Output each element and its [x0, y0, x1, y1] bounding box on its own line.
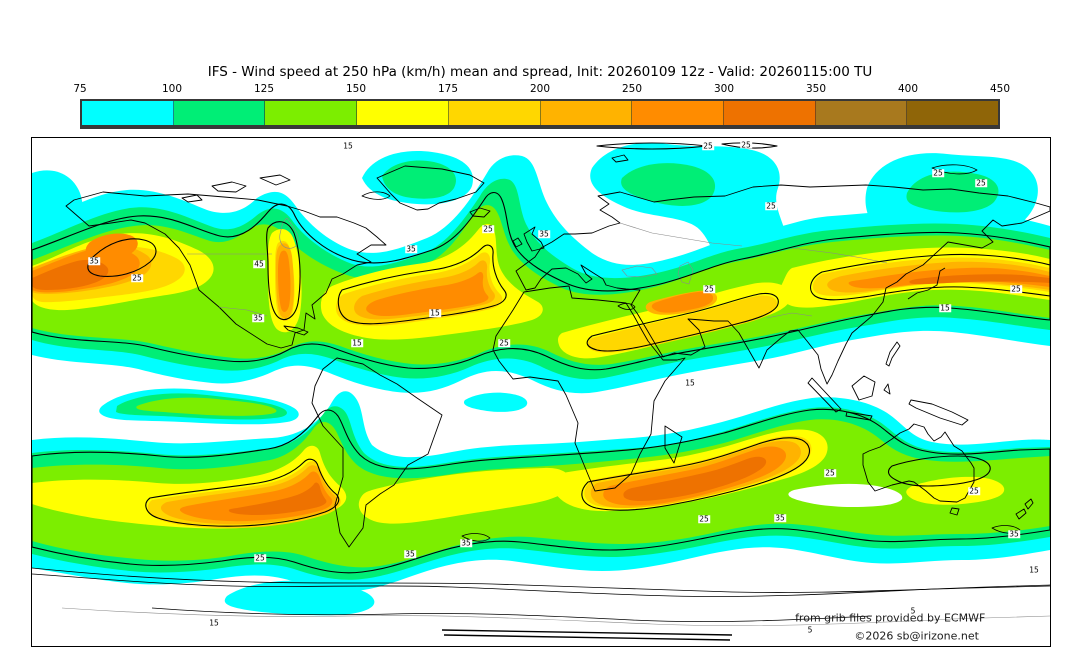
colorbar-segment: [632, 101, 724, 125]
colorbar-segment: [907, 101, 999, 125]
colorbar-tick-label: 150: [345, 83, 367, 95]
border-layer: [61, 217, 1050, 626]
colorbar-tick-label: 250: [621, 83, 643, 95]
coastline-arctic-islands: [181, 154, 629, 203]
contour-line-layer: [32, 142, 1050, 623]
colorbar-tick-label: 450: [989, 83, 1011, 95]
coastline-borneo: [851, 375, 876, 401]
coastline-new-guinea: [908, 399, 969, 426]
coastline-africa: [492, 285, 686, 492]
colorbar-tick-label: 200: [529, 83, 551, 95]
wind-speed-fill-layer: [32, 142, 1050, 616]
chart-title: IFS - Wind speed at 250 hPa (km/h) mean …: [207, 64, 873, 80]
colorbar-tick-label: 75: [73, 83, 87, 95]
coastline-caribbean: [283, 325, 309, 336]
colorbar-tick-label: 400: [897, 83, 919, 95]
colorbar-segment: [540, 101, 633, 125]
coastline-tasmania: [949, 507, 960, 516]
coastline-sulawesi: [883, 383, 891, 395]
colorbar-segment: [82, 101, 174, 125]
colorbar-tick-label: 100: [161, 83, 183, 95]
colorbar-segment: [357, 101, 449, 125]
world-map-svg: [32, 142, 1050, 641]
credit-copyright-text: ©2026 sb@irizone.net: [854, 629, 979, 643]
coastline-sumatra: [807, 377, 842, 413]
colorbar-tick-label: 125: [253, 83, 275, 95]
credit-source-text: from grib files provided by ECMWF: [795, 611, 986, 625]
coastline-antarctica-shelf: [441, 629, 733, 641]
colorbar-tick-label: 300: [713, 83, 735, 95]
colorbar-segment: [723, 101, 816, 125]
colorbar-segment: [265, 101, 358, 125]
coastline-north-america: [65, 191, 387, 349]
colorbar-segment: [173, 101, 266, 125]
coastline-philippines: [885, 341, 901, 367]
coastline-eurasia: [515, 184, 1050, 385]
coastline-australia: [862, 423, 975, 503]
colorbar: [80, 99, 1000, 129]
coastline-south-america: [311, 357, 443, 548]
coastline-greenland: [376, 165, 485, 211]
colorbar-segment: [815, 101, 908, 125]
colorbar-segment: [448, 101, 541, 125]
coastline-madagascar: [664, 425, 683, 464]
colorbar-tick-label: 175: [437, 83, 459, 95]
coastline-britain: [523, 226, 545, 252]
colorbar-tick-labels: 75 100 125 150 175 200 250 300 350 400 450: [73, 83, 1010, 97]
colorbar-tick-label: 350: [805, 83, 827, 95]
coastline-new-zealand: [1015, 498, 1034, 520]
world-map: 15 25 25 25 25 25 35 25 35 45 35 25 15 35 15 25 25 25 15 15…: [31, 137, 1051, 647]
